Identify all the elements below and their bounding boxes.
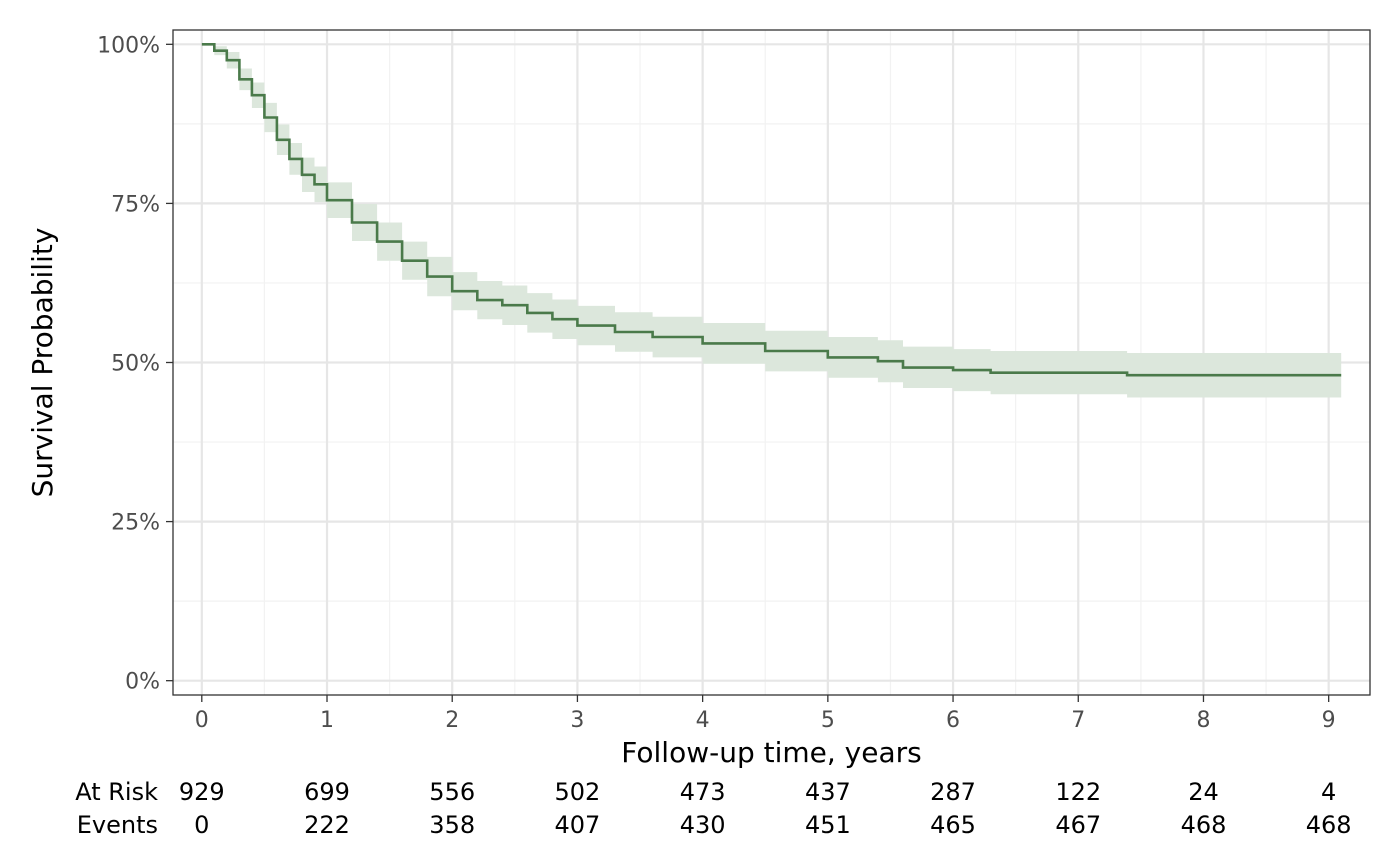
risk-value: 465: [930, 811, 976, 839]
confidence-band: [201, 44, 1342, 398]
risk-value: 929: [179, 778, 225, 806]
survival-curve: [201, 43, 1342, 377]
y-tick-label: 50%: [111, 352, 160, 377]
risk-value: 502: [555, 778, 601, 806]
x-tick-label: 8: [1196, 708, 1210, 733]
risk-value: 407: [555, 811, 601, 839]
risk-value: 24: [1188, 778, 1219, 806]
x-tick-label: 1: [320, 708, 334, 733]
x-tick-label: 3: [570, 708, 584, 733]
y-tick-label: 0%: [125, 670, 160, 695]
risk-value: 122: [1055, 778, 1101, 806]
risk-table: At Risk 929 699 556 502 473 437 287 122 24 4 Events…: [75, 778, 1351, 839]
risk-value: 0: [194, 811, 209, 839]
risk-value: 468: [1181, 811, 1227, 839]
risk-value: 473: [680, 778, 726, 806]
risk-row-label: At Risk: [75, 778, 158, 806]
x-tick-label: 9: [1322, 708, 1336, 733]
y-axis-title: Survival Probability: [26, 228, 59, 498]
risk-value: 222: [304, 811, 350, 839]
risk-value: 437: [805, 778, 851, 806]
risk-value: 287: [930, 778, 976, 806]
x-tick-label: 7: [1071, 708, 1085, 733]
x-tick-label: 6: [946, 708, 960, 733]
y-tick-label: 100%: [97, 33, 160, 58]
risk-value: 451: [805, 811, 851, 839]
risk-value: 4: [1321, 778, 1336, 806]
y-tick-label: 75%: [111, 192, 160, 217]
risk-value: 556: [429, 778, 475, 806]
x-axis: 0 1 2 3 4 5 6 7 8 9: [195, 695, 1336, 733]
risk-value: 699: [304, 778, 350, 806]
x-tick-label: 0: [195, 708, 209, 733]
risk-value: 468: [1306, 811, 1352, 839]
risk-value: 430: [680, 811, 726, 839]
x-tick-label: 4: [696, 708, 710, 733]
x-tick-label: 2: [445, 708, 459, 733]
y-axis: 0% 25% 50% 75% 100%: [97, 33, 173, 695]
risk-value: 467: [1055, 811, 1101, 839]
x-tick-label: 5: [821, 708, 835, 733]
x-axis-title: Follow-up time, years: [621, 736, 921, 769]
risk-row-label: Events: [77, 811, 158, 839]
risk-value: 358: [429, 811, 475, 839]
y-tick-label: 25%: [111, 511, 160, 536]
